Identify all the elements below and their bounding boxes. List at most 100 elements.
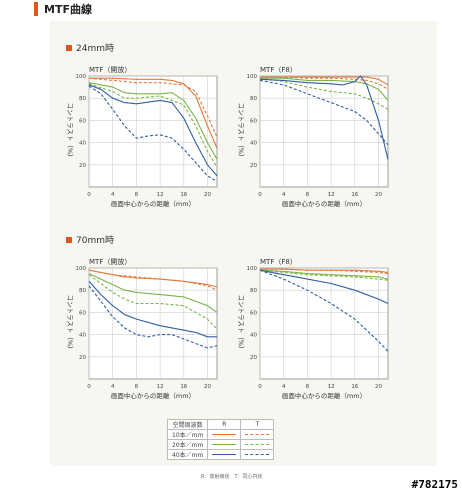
section-title-24mm: 24mm時 xyxy=(66,41,114,54)
y-tick-label: 20 xyxy=(250,355,257,361)
series-line xyxy=(88,84,218,177)
chart-title: MTF（F8） xyxy=(260,66,297,74)
page-header: MTF曲線 xyxy=(34,2,92,16)
x-tick-label: 20 xyxy=(375,384,382,390)
section-label: 70mm時 xyxy=(76,236,114,246)
x-tick-label: 12 xyxy=(328,192,335,198)
y-axis-label: コントラスト（%） xyxy=(66,102,74,160)
series-line xyxy=(259,269,389,304)
y-tick-label: 80 xyxy=(79,288,86,294)
legend-swatch-dashed xyxy=(245,454,270,455)
x-tick-label: 12 xyxy=(157,384,164,390)
y-tick-label: 40 xyxy=(250,141,257,147)
y-tick-label: 20 xyxy=(79,163,86,169)
series-line xyxy=(88,83,218,168)
series-line xyxy=(89,77,218,149)
x-tick-label: 8 xyxy=(135,192,139,198)
y-tick-label: 100 xyxy=(76,266,87,272)
x-tick-label: 4 xyxy=(111,192,115,198)
x-tick-label: 4 xyxy=(282,192,286,198)
series-line xyxy=(260,76,389,90)
series-line xyxy=(88,280,217,338)
x-tick-label: 16 xyxy=(351,192,358,198)
series-line xyxy=(260,268,389,275)
section-label: 24mm時 xyxy=(76,44,114,54)
x-axis-label: 画面中心からの距離（mm） xyxy=(111,199,195,208)
series-line xyxy=(259,269,389,352)
y-tick-label: 60 xyxy=(250,118,257,124)
x-axis-label: 画面中心からの距離（mm） xyxy=(282,391,366,400)
y-tick-label: 40 xyxy=(79,333,86,339)
y-tick-label: 20 xyxy=(250,163,257,169)
legend-table: 空間周波数 R T 10本／mm 20本／mm 40本／mm xyxy=(166,419,275,460)
y-tick-label: 60 xyxy=(250,310,257,316)
x-tick-label: 0 xyxy=(87,384,91,390)
series-line xyxy=(259,269,389,281)
section-marker-icon xyxy=(66,236,72,243)
x-tick-label: 0 xyxy=(87,192,91,198)
series-line xyxy=(88,285,218,349)
legend-row: 40本／mm xyxy=(166,449,275,460)
series-line xyxy=(259,75,389,160)
x-tick-label: 16 xyxy=(351,384,358,390)
series-line xyxy=(259,269,389,280)
legend: 空間周波数 R T 10本／mm 20本／mm 40本／mm xyxy=(166,419,275,460)
y-tick-label: 80 xyxy=(250,96,257,102)
y-tick-label: 40 xyxy=(250,333,257,339)
x-tick-label: 0 xyxy=(258,192,262,198)
legend-row: 20本／mm xyxy=(166,439,275,450)
plot-area xyxy=(259,75,389,188)
x-tick-label: 4 xyxy=(282,384,286,390)
x-tick-label: 16 xyxy=(180,384,187,390)
series-line xyxy=(88,85,218,182)
y-tick-label: 80 xyxy=(250,288,257,294)
y-tick-label: 40 xyxy=(79,141,86,147)
x-tick-label: 20 xyxy=(204,192,211,198)
chart-title: MTF（F8） xyxy=(260,258,297,266)
legend-row-label: 40本／mm xyxy=(166,449,209,460)
legend-row: 10本／mm xyxy=(166,429,275,440)
plot-area xyxy=(88,75,218,188)
series-line xyxy=(259,77,389,110)
header-accent-bar xyxy=(34,2,38,16)
x-tick-label: 8 xyxy=(135,384,139,390)
y-tick-label: 100 xyxy=(76,74,87,80)
x-tick-label: 4 xyxy=(111,384,115,390)
series-line xyxy=(88,274,218,330)
series-line xyxy=(88,269,218,291)
x-tick-label: 16 xyxy=(180,192,187,198)
legend-swatch-dashed xyxy=(245,444,270,445)
y-tick-label: 60 xyxy=(79,118,86,124)
x-tick-label: 8 xyxy=(306,384,310,390)
legend-header-t: T xyxy=(240,419,275,430)
legend-swatch-solid xyxy=(212,434,237,435)
series-line xyxy=(88,77,218,138)
legend-header-r: R xyxy=(207,419,242,430)
legend-swatch-dashed xyxy=(245,434,270,435)
y-axis-label: コントラスト（%） xyxy=(237,294,245,352)
y-axis-label: コントラスト（%） xyxy=(237,102,245,160)
y-tick-label: 100 xyxy=(247,266,258,272)
y-tick-label: 20 xyxy=(79,355,86,361)
legend-row-label: 10本／mm xyxy=(166,429,209,440)
x-axis-label: 画面中心からの距離（mm） xyxy=(111,391,195,400)
series-line xyxy=(88,82,218,160)
section-marker-icon xyxy=(66,44,72,51)
legend-swatch-solid xyxy=(212,444,237,445)
chart-title: MTF（開放） xyxy=(89,65,131,74)
section-title-70mm: 70mm時 xyxy=(66,233,114,246)
y-tick-label: 80 xyxy=(79,96,86,102)
series-line xyxy=(259,79,389,146)
series-line xyxy=(88,273,218,313)
chart-title: MTF（開放） xyxy=(89,257,131,266)
y-tick-label: 100 xyxy=(247,74,258,80)
x-axis-label: 画面中心からの距離（mm） xyxy=(282,199,366,208)
x-tick-label: 12 xyxy=(157,192,164,198)
x-tick-label: 8 xyxy=(306,192,310,198)
watermark: #782175 xyxy=(411,478,458,491)
y-tick-label: 60 xyxy=(79,310,86,316)
plot-area xyxy=(259,267,389,380)
x-tick-label: 12 xyxy=(328,384,335,390)
legend-header-frequency: 空間周波数 xyxy=(166,419,209,430)
